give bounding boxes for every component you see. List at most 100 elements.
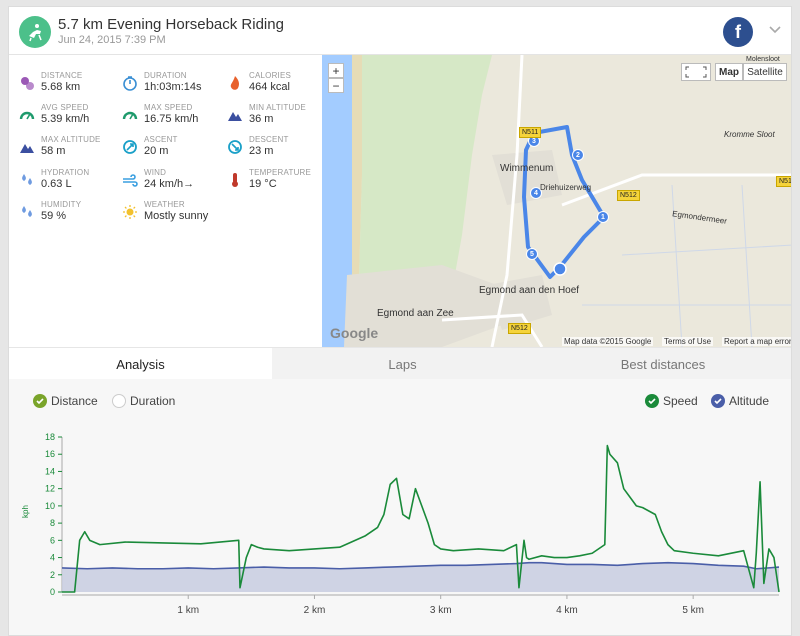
- route-line: [522, 125, 606, 279]
- stat-temperature: Temperature 19 °C: [227, 168, 331, 198]
- stat-value: 36 m: [249, 113, 274, 125]
- y-tick-label: 18: [45, 432, 55, 442]
- place-label: Egmond aan Zee: [377, 308, 454, 319]
- y-tick-label: 16: [45, 449, 55, 459]
- stat-humidity: Humidity 59 %: [19, 200, 123, 230]
- zoom-in-button[interactable]: +: [328, 63, 344, 78]
- speedometer-icon: [19, 111, 35, 120]
- drops-icon: [22, 206, 32, 217]
- stat-value: 1h:03m:14s: [144, 81, 202, 93]
- road-badge: N512: [508, 323, 531, 334]
- stat-ascent: Ascent 20 m: [122, 135, 226, 165]
- stat-label: Hydration: [41, 168, 90, 177]
- place-label: Kromme Sloot: [724, 130, 775, 139]
- road-badge: N512: [617, 190, 640, 201]
- speed-label: Speed: [663, 394, 698, 408]
- flame-icon: [230, 76, 239, 90]
- y-tick-label: 12: [45, 484, 55, 494]
- speed-series-toggle[interactable]: Speed: [645, 393, 698, 409]
- thermometer-icon: [232, 173, 238, 187]
- place-label: Egmond aan den Hoef: [479, 285, 580, 296]
- place-label: Driehuizerweg: [540, 183, 592, 192]
- stat-label: Calories: [249, 71, 292, 80]
- y-tick-label: 4: [50, 553, 55, 563]
- route-marker[interactable]: 4: [530, 187, 542, 199]
- stat-value: Mostly sunny: [144, 210, 209, 222]
- stat-label: Max Speed: [144, 103, 193, 112]
- stat-min-altitude: Min Altitude 36 m: [227, 103, 331, 133]
- stopwatch-icon: [123, 76, 137, 91]
- stat-label: Duration: [144, 71, 187, 80]
- mountain-icon: [228, 112, 242, 121]
- stat-value: 19 °C: [249, 178, 277, 190]
- stat-label: Weather: [144, 200, 185, 209]
- stat-hydration: Hydration 0.63 L: [19, 168, 123, 198]
- stat-label: Temperature: [249, 168, 312, 177]
- checked-icon: [645, 394, 659, 408]
- x-tick-label: 5 km: [682, 605, 704, 616]
- checked-icon: [711, 394, 725, 408]
- wind-icon: [123, 174, 138, 187]
- y-tick-label: 10: [45, 501, 55, 511]
- y-tick-label: 8: [50, 518, 55, 528]
- horseback-riding-icon: [19, 16, 51, 48]
- x-tick-label: 2 km: [304, 605, 326, 616]
- route-marker[interactable]: 2: [572, 149, 584, 161]
- altitude-line: [61, 561, 780, 570]
- altitude-label: Altitude: [729, 394, 770, 408]
- tab-analysis[interactable]: Analysis: [9, 348, 272, 381]
- map-type-satellite-button[interactable]: Satellite: [743, 63, 787, 81]
- altitude-area: [62, 562, 779, 592]
- x-tick-label: 4 km: [556, 605, 578, 616]
- main-road: [490, 55, 524, 347]
- analysis-tabs: Analysis Laps Best distances: [9, 347, 791, 381]
- fullscreen-button[interactable]: [681, 63, 711, 81]
- speed-line: [62, 444, 780, 593]
- altitude-series-toggle[interactable]: Altitude: [711, 393, 769, 409]
- zoom-out-button[interactable]: −: [328, 78, 344, 93]
- tab-laps[interactable]: Laps: [272, 348, 533, 380]
- map-data-attribution: Map data ©2015 Google: [562, 337, 654, 346]
- stat-label: Max Altitude: [41, 135, 101, 144]
- stat-value: 5.68 km: [41, 81, 81, 93]
- drops-icon: [22, 174, 32, 185]
- sun-icon: [123, 205, 137, 219]
- stat-value: 16.75 km/h: [144, 113, 199, 125]
- stat-label: Avg Speed: [41, 103, 89, 112]
- town-area-wimmenum: [492, 150, 562, 205]
- route-marker[interactable]: 1: [597, 211, 609, 223]
- tab-best-distances[interactable]: Best distances: [533, 348, 791, 380]
- stat-max-altitude: Max Altitude 58 m: [19, 135, 123, 165]
- stat-value: 464 kcal: [249, 81, 290, 93]
- speedometer-icon: [122, 111, 138, 120]
- map-type-map-button[interactable]: Map: [715, 63, 743, 81]
- stat-label: Wind: [144, 168, 167, 177]
- activity-title: 5.7 km Evening Horseback Riding: [58, 16, 284, 33]
- report-map-error-link[interactable]: Report a map error: [722, 337, 792, 346]
- activity-date: Jun 24, 2015 7:39 PM: [58, 34, 166, 46]
- route-start-marker[interactable]: [553, 262, 567, 276]
- pin-icon: [21, 77, 34, 90]
- unchecked-icon: [112, 394, 126, 408]
- stat-calories: Calories 464 kcal: [227, 71, 331, 101]
- chevron-down-icon[interactable]: [769, 24, 781, 36]
- terms-of-use-link[interactable]: Terms of Use: [662, 337, 714, 346]
- stat-value: 0.63 L: [41, 178, 72, 190]
- stat-label: Descent: [249, 135, 289, 144]
- place-label: Molensloot: [746, 56, 780, 63]
- x-axis-duration-option[interactable]: Duration: [112, 393, 175, 409]
- road-badge: N512: [776, 176, 791, 187]
- road-badge: N511: [519, 127, 542, 138]
- facebook-share-button[interactable]: f: [723, 17, 753, 47]
- speed-altitude-chart: 0 2 4 6 8 10 12 14 16 18 1 km 2 km 3 km 4 km 5 km: [45, 432, 780, 616]
- stat-value: 5.39 km/h: [41, 113, 90, 125]
- stat-value: 20 m: [144, 145, 169, 157]
- activity-card: 5.7 km Evening Horseback Riding Jun 24, …: [8, 6, 792, 636]
- stat-wind: Wind 24 km/h→: [122, 168, 226, 198]
- x-axis-distance-option[interactable]: Distance: [33, 393, 98, 409]
- route-marker[interactable]: 5: [526, 248, 538, 260]
- fullscreen-icon: [685, 66, 707, 78]
- google-logo: Google: [330, 325, 379, 341]
